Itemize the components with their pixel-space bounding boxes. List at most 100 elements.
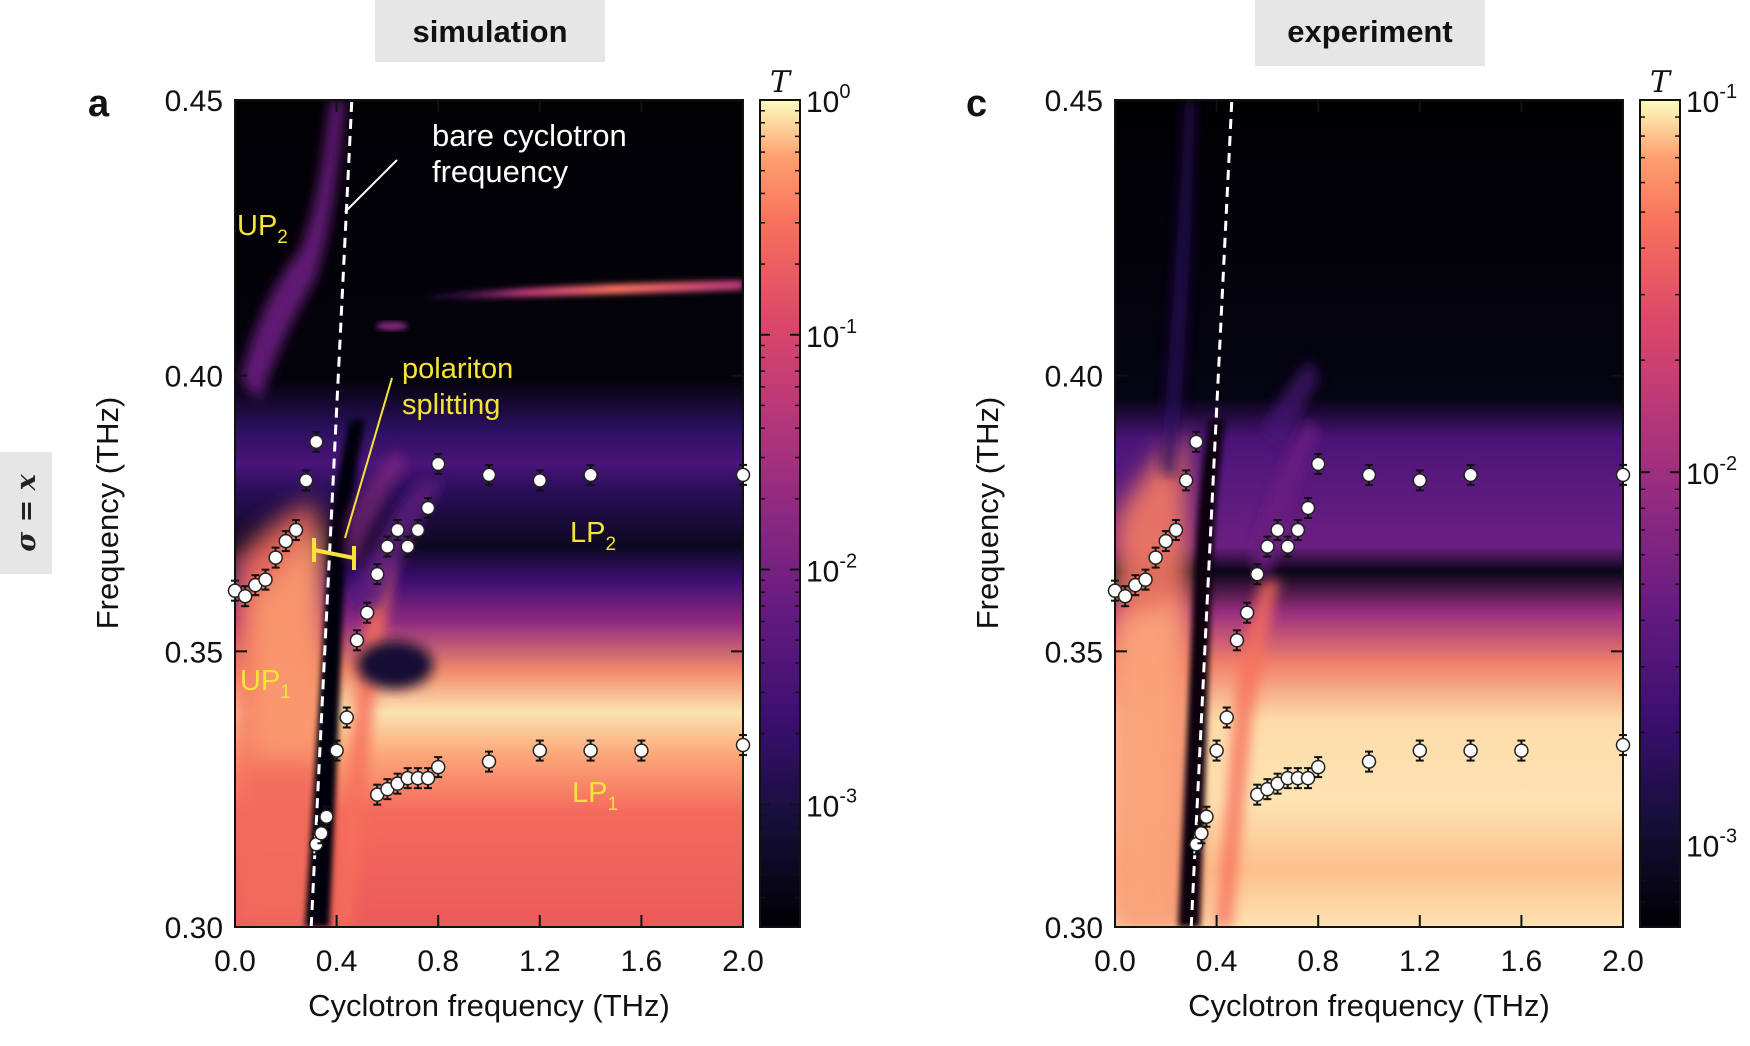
data-point (1463, 739, 1478, 762)
side-label-box: σ = x (0, 452, 52, 574)
panel-c: experiment c 0.0 0.4 0.8 1.2 1.6 2.00.300.350… (966, 0, 1737, 1023)
panel-a-ylabel: Frequency (THz) (90, 397, 125, 630)
data-point (1260, 535, 1275, 558)
data-point (237, 585, 253, 608)
data-point (481, 463, 497, 486)
data-point (1280, 767, 1295, 790)
data-point (735, 734, 751, 757)
data-point (1615, 734, 1631, 757)
panel-a-colorbar-ticks: 100 10-1 10-2 10-3 (760, 81, 857, 928)
data-point (1178, 469, 1194, 492)
data-point (1310, 756, 1326, 779)
panel-a-splitting-label-line1: polariton (402, 353, 513, 385)
panel-c-xtick-label: 0.0 (1094, 945, 1136, 978)
panel-a-axes: 0.0 0.4 0.8 1.2 1.6 2.0 0.30 0.35 0.40 0.45 (165, 85, 764, 978)
data-point (1361, 750, 1377, 773)
panel-a-header-box (375, 0, 605, 62)
panel-a-xtick-label: 1.2 (519, 945, 561, 978)
panel-a-heatmap (235, 100, 743, 927)
panel-a-data-markers (227, 430, 751, 856)
data-point (329, 739, 344, 762)
data-point (390, 772, 405, 795)
panel-a-lp1-label: LP1 (572, 777, 618, 815)
panel-a-bare-cyclotron-line (309, 100, 354, 927)
panel-c-axes: 0.0 0.4 0.8 1.2 1.6 2.0 0.30 0.35 0.40 0.45 (1045, 85, 1644, 978)
data-point (1412, 739, 1428, 762)
data-point (1463, 463, 1478, 486)
panel-a-colorbar (759, 99, 801, 928)
data-point (1249, 563, 1265, 586)
panel-a-bare-pointer (344, 159, 398, 213)
panel-a-up2-label: UP2 (237, 210, 288, 248)
panel-a-up1-label: UP1 (240, 665, 291, 703)
data-point (390, 519, 405, 542)
data-point (1300, 496, 1316, 519)
data-point (1290, 519, 1306, 542)
data-point (278, 530, 294, 553)
panel-a-ytick-label: 0.45 (165, 85, 223, 118)
data-point (268, 546, 283, 569)
panel-c-xtick-label: 0.8 (1297, 945, 1339, 978)
data-point (410, 519, 426, 542)
panel-a-xtick-label: 1.6 (621, 945, 663, 978)
panel-c-xtick-label: 2.0 (1602, 945, 1644, 978)
colorbar-tick-label: 10-3 (1686, 825, 1737, 863)
colorbar-tick-label: 10-3 (806, 785, 857, 823)
data-point (1128, 574, 1143, 597)
data-point (339, 706, 355, 729)
panel-c-header-box (1255, 0, 1485, 66)
data-point (349, 629, 365, 652)
data-point (735, 463, 751, 486)
data-point (1168, 519, 1184, 542)
data-point (532, 469, 548, 492)
panel-a-bare-label-line1: bare cyclotron (432, 118, 627, 153)
data-point (1615, 463, 1631, 486)
data-point (288, 519, 304, 542)
panel-a-xtick-label: 0.4 (316, 945, 358, 978)
data-point (309, 430, 324, 453)
data-point (1310, 452, 1326, 475)
data-point (1189, 430, 1204, 453)
panel-c-colorbar-ticks: 10-1 10-2 10-3 (1640, 81, 1737, 928)
data-point (1361, 463, 1377, 486)
panel-a-ytick-label: 0.30 (165, 912, 223, 945)
data-point (583, 739, 598, 762)
panel-a-splitting-label-line2: splitting (402, 389, 500, 421)
data-point (420, 496, 436, 519)
panel-c-bare-cyclotron-line (1189, 100, 1234, 927)
data-point (380, 535, 395, 558)
colorbar-tick-label: 100 (806, 81, 851, 119)
panel-a-lp2-label: LP2 (570, 517, 616, 555)
panel-a-splitting-marker (312, 538, 356, 570)
panel-c-ylabel: Frequency (THz) (970, 397, 1005, 630)
colorbar-tick-label: 10-1 (1686, 81, 1737, 119)
panel-c-ytick-label: 0.30 (1045, 912, 1103, 945)
data-point (1158, 530, 1174, 553)
data-point (1107, 579, 1123, 602)
data-point (583, 463, 598, 486)
data-point (1412, 469, 1428, 492)
panel-c-xtick-label: 1.6 (1501, 945, 1543, 978)
panel-a-xlabel: Cyclotron frequency (THz) (308, 988, 670, 1023)
panel-a-splitting-pointer (344, 377, 393, 539)
data-point (1260, 778, 1275, 801)
data-point (1514, 739, 1529, 762)
side-label: σ = x (11, 473, 42, 551)
data-point (1117, 585, 1133, 608)
panel-a-label: a (88, 83, 110, 125)
data-point (380, 778, 395, 801)
data-point (1199, 805, 1214, 828)
panel-c-heatmap (1115, 100, 1623, 927)
data-point (1209, 739, 1224, 762)
data-point (481, 750, 497, 773)
data-point (319, 805, 334, 828)
data-point (1229, 629, 1245, 652)
panel-a-title: simulation (412, 14, 567, 49)
data-point (1239, 601, 1255, 624)
panel-c-data-markers (1107, 430, 1631, 856)
data-point (298, 469, 314, 492)
panel-a-ytick-label: 0.35 (165, 636, 223, 669)
panel-c-xtick-label: 0.4 (1196, 945, 1238, 978)
panel-a-xtick-label: 2.0 (722, 945, 764, 978)
data-point (1219, 706, 1235, 729)
